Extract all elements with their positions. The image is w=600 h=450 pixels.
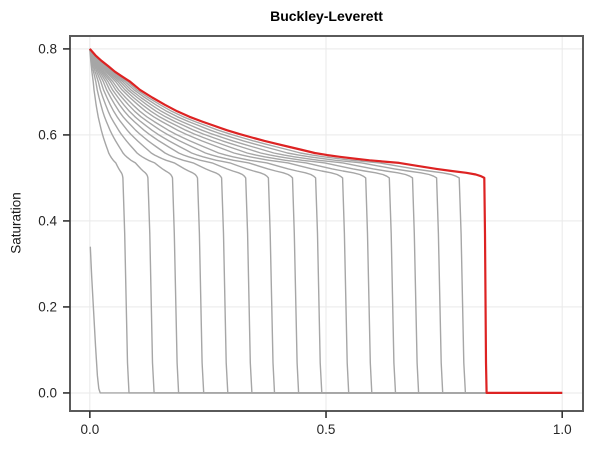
saturation-profile-9: [89, 48, 563, 394]
plot-title: Buckley-Leverett: [270, 8, 383, 24]
saturation-profile-3: [89, 48, 563, 394]
saturation-profile-11: [89, 48, 563, 394]
saturation-profile-7: [89, 48, 563, 394]
saturation-profile-10: [89, 48, 563, 394]
saturation-profile-5: [89, 48, 563, 394]
saturation-profile-8: [89, 48, 563, 394]
y-tick-label: 0.2: [38, 299, 57, 314]
x-tick-label: 0.5: [317, 422, 336, 437]
x-tick-label: 0.0: [80, 422, 99, 437]
y-tick-label: 0.4: [38, 213, 57, 228]
saturation-profile-12: [89, 48, 563, 394]
saturation-profile-6: [89, 48, 563, 394]
saturation-profile-final: [88, 48, 563, 394]
saturation-profile-4: [89, 48, 563, 394]
x-tick-label: 1.0: [553, 422, 572, 437]
y-tick-label: 0.0: [38, 385, 57, 400]
saturation-profile-14: [89, 48, 563, 394]
y-tick-label: 0.8: [38, 41, 57, 56]
saturation-profile-13: [89, 48, 563, 394]
y-tick-label: 0.6: [38, 127, 57, 142]
saturation-profile-15: [89, 48, 563, 394]
saturation-profile-1: [89, 48, 563, 394]
saturation-profile-2: [89, 48, 563, 394]
saturation-profile-initial: [89, 246, 563, 394]
